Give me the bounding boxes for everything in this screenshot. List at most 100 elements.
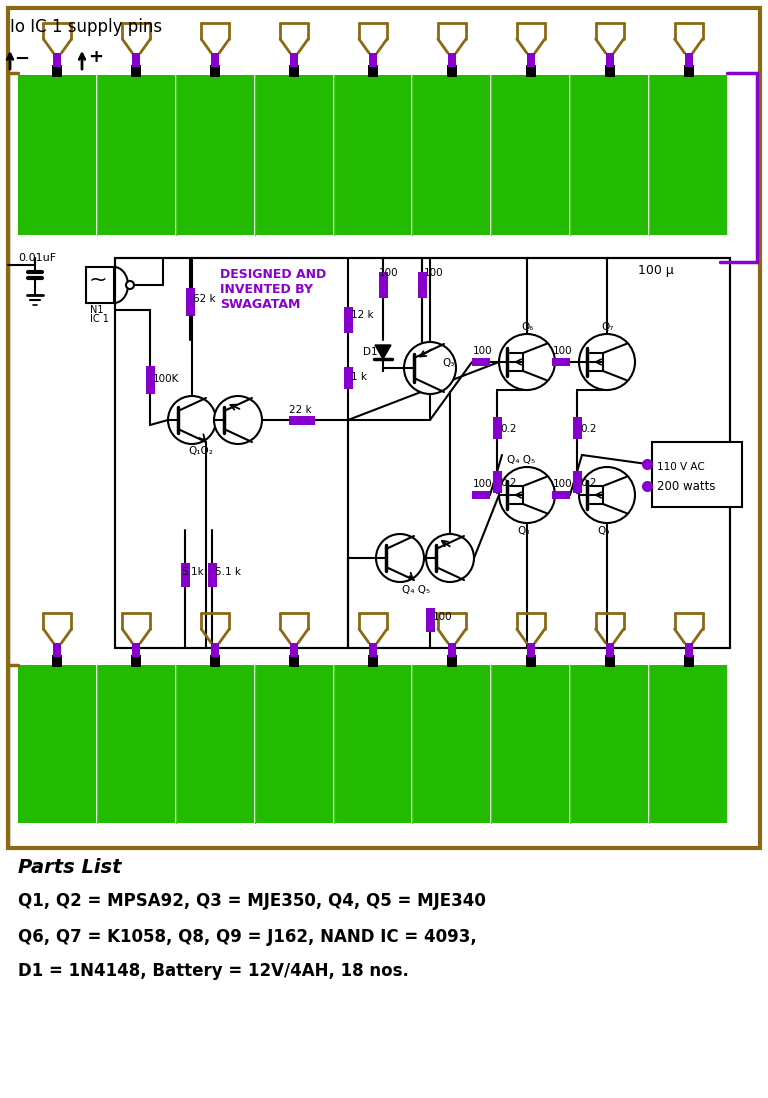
Bar	[211, 643, 219, 657]
Bar	[570, 665, 648, 824]
Bar	[289, 65, 299, 77]
Bar	[290, 53, 298, 67]
Text: 12 k: 12 k	[351, 310, 373, 320]
Bar	[180, 563, 190, 587]
Bar	[54, 643, 61, 657]
Text: N1: N1	[90, 305, 104, 315]
Circle shape	[404, 341, 456, 394]
Bar	[289, 415, 315, 425]
Bar	[176, 75, 253, 235]
Circle shape	[376, 534, 424, 582]
Text: Q₄ Q₅: Q₄ Q₅	[402, 585, 430, 595]
Bar	[412, 75, 490, 235]
Circle shape	[168, 396, 216, 444]
Circle shape	[579, 467, 635, 523]
Bar	[210, 656, 220, 666]
Bar	[210, 65, 220, 77]
Text: 0.01uF: 0.01uF	[18, 253, 56, 264]
Bar	[343, 307, 353, 333]
Bar	[492, 75, 569, 235]
Text: Q₁Q₂: Q₁Q₂	[188, 446, 213, 456]
Bar	[448, 643, 456, 657]
Bar	[18, 665, 96, 824]
Text: 100 µ: 100 µ	[638, 264, 674, 277]
Bar	[604, 65, 614, 77]
Bar	[472, 358, 490, 366]
Bar	[652, 442, 742, 507]
Bar	[492, 471, 502, 493]
Bar	[447, 65, 457, 77]
Bar	[333, 75, 412, 235]
Circle shape	[214, 396, 262, 444]
Bar	[132, 643, 141, 657]
Bar	[492, 417, 502, 439]
Bar	[369, 53, 377, 67]
Text: IC 1: IC 1	[90, 314, 109, 324]
Text: 100: 100	[424, 268, 444, 278]
Bar	[211, 53, 219, 67]
Bar	[18, 75, 96, 235]
Circle shape	[126, 281, 134, 289]
Bar	[368, 656, 378, 666]
Bar	[572, 471, 581, 493]
Bar	[527, 53, 535, 67]
Text: Io IC 1 supply pins: Io IC 1 supply pins	[10, 18, 162, 36]
Bar	[97, 75, 175, 235]
Bar	[333, 665, 412, 824]
Bar	[186, 288, 194, 316]
Bar	[131, 65, 141, 77]
Bar	[684, 656, 694, 666]
Text: Q₄ Q₅: Q₄ Q₅	[507, 455, 535, 464]
Text: D1 = 1N4148, Battery = 12V/4AH, 18 nos.: D1 = 1N4148, Battery = 12V/4AH, 18 nos.	[18, 962, 409, 981]
Bar	[418, 272, 426, 298]
Bar	[132, 53, 141, 67]
Bar	[425, 608, 435, 632]
Bar	[207, 563, 217, 587]
Bar	[570, 75, 648, 235]
Text: Parts List: Parts List	[18, 858, 121, 877]
Bar	[290, 643, 298, 657]
Circle shape	[579, 334, 635, 390]
Text: Q₆: Q₆	[521, 322, 533, 332]
Circle shape	[426, 534, 474, 582]
Bar	[606, 53, 614, 67]
Bar	[649, 75, 727, 235]
Text: 0.2: 0.2	[500, 424, 517, 434]
Bar	[604, 656, 614, 666]
Text: 5.1 k: 5.1 k	[215, 567, 241, 578]
Text: 200 watts: 200 watts	[657, 480, 716, 493]
Bar	[8, 8, 760, 848]
Bar	[131, 656, 141, 666]
Bar	[115, 258, 730, 648]
Bar	[52, 65, 62, 77]
Bar	[527, 643, 535, 657]
Bar	[684, 65, 694, 77]
Bar	[289, 656, 299, 666]
Text: 100: 100	[473, 479, 492, 489]
Circle shape	[499, 467, 555, 523]
Text: 22 k: 22 k	[289, 405, 312, 415]
Text: ~: ~	[88, 270, 108, 290]
Text: Q₃: Q₃	[442, 358, 455, 368]
Text: DESIGNED AND
INVENTED BY
SWAGATAM: DESIGNED AND INVENTED BY SWAGATAM	[220, 268, 326, 311]
Bar	[526, 65, 536, 77]
Bar	[54, 53, 61, 67]
Bar	[176, 665, 253, 824]
Bar	[448, 53, 456, 67]
Text: Q₇: Q₇	[601, 322, 614, 332]
Bar	[492, 665, 569, 824]
Bar	[145, 366, 154, 394]
Bar	[447, 656, 457, 666]
Bar	[684, 643, 693, 657]
Text: 100K: 100K	[153, 374, 180, 384]
Text: Q6, Q7 = K1058, Q8, Q9 = J162, NAND IC = 4093,: Q6, Q7 = K1058, Q8, Q9 = J162, NAND IC =…	[18, 928, 477, 946]
Bar	[52, 656, 62, 666]
Bar	[86, 267, 114, 303]
Text: 0.2: 0.2	[580, 478, 597, 488]
Bar	[552, 358, 570, 366]
Bar	[684, 53, 693, 67]
Text: −: −	[14, 51, 29, 68]
Text: 1 k: 1 k	[351, 372, 367, 382]
Text: D1: D1	[363, 347, 378, 357]
Text: 100: 100	[553, 479, 573, 489]
